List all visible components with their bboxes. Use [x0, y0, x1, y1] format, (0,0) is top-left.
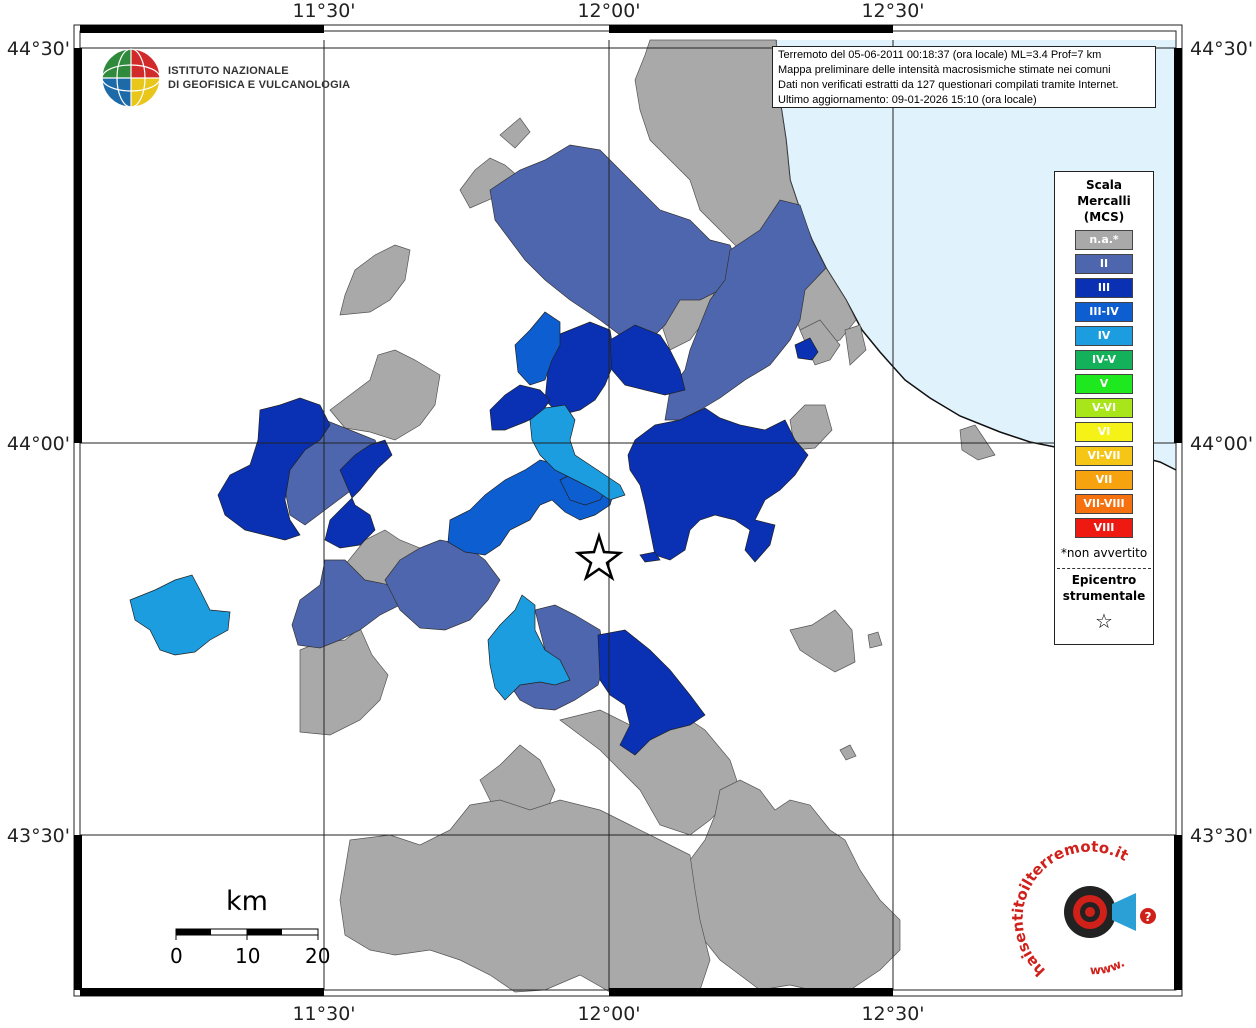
- mcs-legend: Scala Mercalli (MCS) n.a.* II III III-IV IV I…: [1054, 171, 1154, 645]
- legend-epicenter: Epicentro strumentale: [1055, 572, 1153, 604]
- region-iii-iv-north: [514, 311, 561, 386]
- coord-right-2: 44°00': [1190, 433, 1253, 455]
- hsi-text-www: www.: [1090, 956, 1127, 978]
- scale-unit: km: [226, 886, 268, 917]
- scale-tick-20: 20: [305, 944, 331, 968]
- info-line-2: Mappa preliminare delle intensità macros…: [778, 64, 1111, 76]
- region-iv-north: [529, 404, 626, 501]
- region-na-s4: [339, 799, 711, 993]
- legend-item: V-VI: [1075, 398, 1133, 418]
- coord-bottom-3: 12°30': [861, 1003, 924, 1024]
- regions-intensity-III: [217, 321, 819, 756]
- legend-item: IV-V: [1075, 350, 1133, 370]
- region-iii-east: [627, 407, 809, 563]
- legend-item: VI: [1075, 422, 1133, 442]
- region-ii-northeast: [664, 199, 827, 421]
- scale-tick-10: 10: [235, 944, 261, 968]
- region-iii-coast: [794, 337, 819, 361]
- legend-item: VIII: [1075, 518, 1133, 538]
- legend-item: VI-VII: [1075, 446, 1133, 466]
- region-iii-north2: [609, 324, 686, 396]
- region-na-e3: [789, 609, 856, 673]
- region-ii-sw1: [291, 559, 401, 649]
- map-frame: [73, 24, 1183, 997]
- institute-line-2: DI GEOFISICA E VULCANOLOGIA: [168, 79, 351, 91]
- coordinate-labels: 11°30' 12°00' 12°30' 11°30' 12°00' 12°30…: [7, 0, 1253, 1025]
- scale-bar: [175, 928, 319, 940]
- info-line-4: Ultimo aggiornamento: 09-01-2026 15:10 (…: [778, 94, 1037, 106]
- legend-item: n.a.*: [1075, 230, 1133, 250]
- region-iv-south: [487, 594, 571, 701]
- coord-right-3: 43°30': [1190, 825, 1253, 847]
- coord-bottom-1: 11°30': [292, 1003, 355, 1024]
- hsi-question: ?: [1145, 910, 1152, 924]
- legend-item: III: [1075, 278, 1133, 298]
- info-line-3: Dati non verificati estratti da 127 ques…: [778, 79, 1119, 91]
- region-iii-west: [217, 397, 331, 541]
- coord-right-1: 44°30': [1190, 38, 1253, 60]
- graticule: [80, 40, 1176, 990]
- legend-item: III-IV: [1075, 302, 1133, 322]
- hsi-logo-icon: ? haisentitoilterremoto.it www.: [1009, 838, 1156, 980]
- earthquake-info-box: Terremoto del 05-06-2011 00:18:37 (ora l…: [772, 46, 1156, 108]
- region-na-e4: [867, 631, 883, 649]
- coord-left-3: 43°30': [7, 825, 70, 847]
- region-ii-sw2: [384, 539, 501, 631]
- legend-title: Scala Mercalli (MCS): [1055, 177, 1153, 225]
- ingv-logo-icon: [101, 48, 161, 108]
- legend-item: II: [1075, 254, 1133, 274]
- region-na-w2: [329, 349, 441, 441]
- coord-top-1: 11°30': [292, 0, 355, 22]
- regions-intensity-II: [279, 144, 827, 711]
- legend-title-line-1: Scala: [1085, 178, 1123, 192]
- region-iii-east-small: [639, 551, 661, 563]
- region-na-n1: [499, 117, 531, 149]
- legend-note: *non avvertito: [1060, 546, 1148, 560]
- region-na-n2: [459, 157, 521, 209]
- region-na-s5: [839, 744, 857, 761]
- region-iii-north1: [544, 321, 616, 416]
- region-iii-nw: [489, 384, 551, 431]
- legend-item: VII-VIII: [1075, 494, 1133, 514]
- legend-star-icon: ☆: [1095, 609, 1113, 633]
- legend-epicenter-line-1: Epicentro: [1071, 573, 1137, 587]
- regions-intensity-IV: [129, 404, 626, 701]
- legend-item: VII: [1075, 470, 1133, 490]
- legend-items: n.a.* II III III-IV IV IV-V V V-VI VI VI-VII VII VI…: [1075, 230, 1133, 542]
- region-iv-west: [129, 574, 231, 656]
- legend-item: V: [1075, 374, 1133, 394]
- legend-title-line-3: (MCS): [1083, 210, 1125, 224]
- coord-left-2: 44°00': [7, 433, 70, 455]
- coord-bottom-2: 12°00': [577, 1003, 640, 1024]
- region-na-coast3: [844, 324, 867, 366]
- legend-item: IV: [1075, 326, 1133, 346]
- region-na-w1: [339, 244, 411, 316]
- coord-top-3: 12°30': [861, 0, 924, 22]
- legend-title-line-2: Mercalli: [1077, 194, 1131, 208]
- legend-separator: [1057, 568, 1151, 569]
- scale-tick-0: 0: [170, 944, 183, 968]
- coord-top-2: 12°00': [577, 0, 640, 22]
- institute-name: ISTITUTO NAZIONALE DI GEOFISICA E VULCAN…: [168, 64, 350, 92]
- legend-epicenter-line-2: strumentale: [1062, 589, 1146, 603]
- info-line-1: Terremoto del 05-06-2011 00:18:37 (ora l…: [778, 49, 1102, 61]
- coord-left-1: 44°30': [7, 38, 70, 60]
- epicenter-star: [574, 531, 624, 582]
- institute-line-1: ISTITUTO NAZIONALE: [168, 65, 289, 77]
- region-iii-south: [597, 629, 706, 756]
